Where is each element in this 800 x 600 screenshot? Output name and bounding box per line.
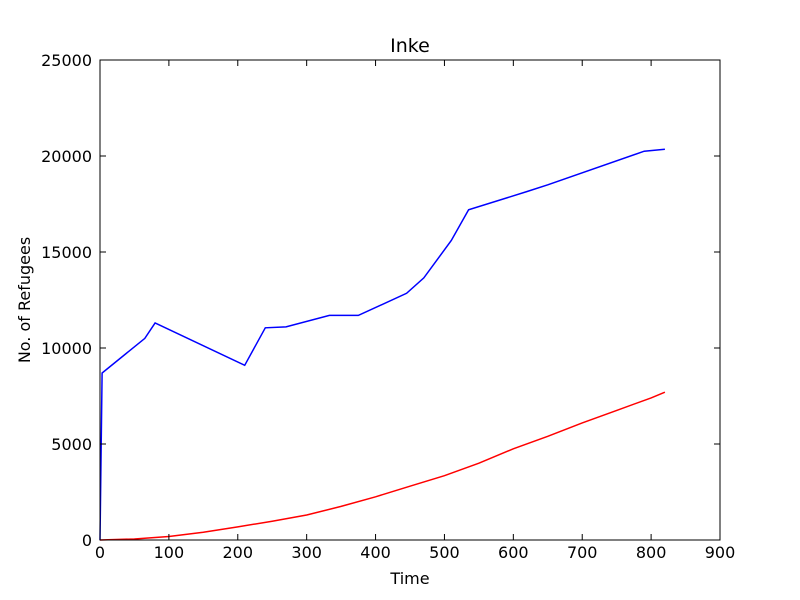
x-tick-label: 200 xyxy=(223,543,254,562)
y-tick-label: 10000 xyxy=(41,339,92,358)
x-tick-label: 600 xyxy=(498,543,529,562)
x-axis-title: Time xyxy=(389,569,429,588)
y-axis-title: No. of Refugees xyxy=(15,237,34,363)
x-tick-label: 0 xyxy=(95,543,105,562)
x-tick-label: 900 xyxy=(705,543,736,562)
y-tick-label: 20000 xyxy=(41,147,92,166)
y-tick-label: 15000 xyxy=(41,243,92,262)
x-tick-label: 500 xyxy=(429,543,460,562)
x-tick-label: 400 xyxy=(360,543,391,562)
y-tick-label: 25000 xyxy=(41,51,92,70)
x-tick-label: 700 xyxy=(567,543,598,562)
tick-layer: 0 100 200 300 400 500 600 700 800 900 0 5000 10000 15… xyxy=(41,51,735,562)
plot-frame xyxy=(99,59,721,541)
y-tick-label: 0 xyxy=(82,531,92,550)
series-line-2 xyxy=(99,391,666,541)
chart-title: Inke xyxy=(390,35,430,57)
x-tick-label: 300 xyxy=(291,543,322,562)
y-tick-label: 5000 xyxy=(51,435,92,454)
series-line-1 xyxy=(99,148,665,541)
x-tick-label: 100 xyxy=(154,543,185,562)
series-layer xyxy=(99,148,666,541)
x-tick-label: 800 xyxy=(636,543,667,562)
